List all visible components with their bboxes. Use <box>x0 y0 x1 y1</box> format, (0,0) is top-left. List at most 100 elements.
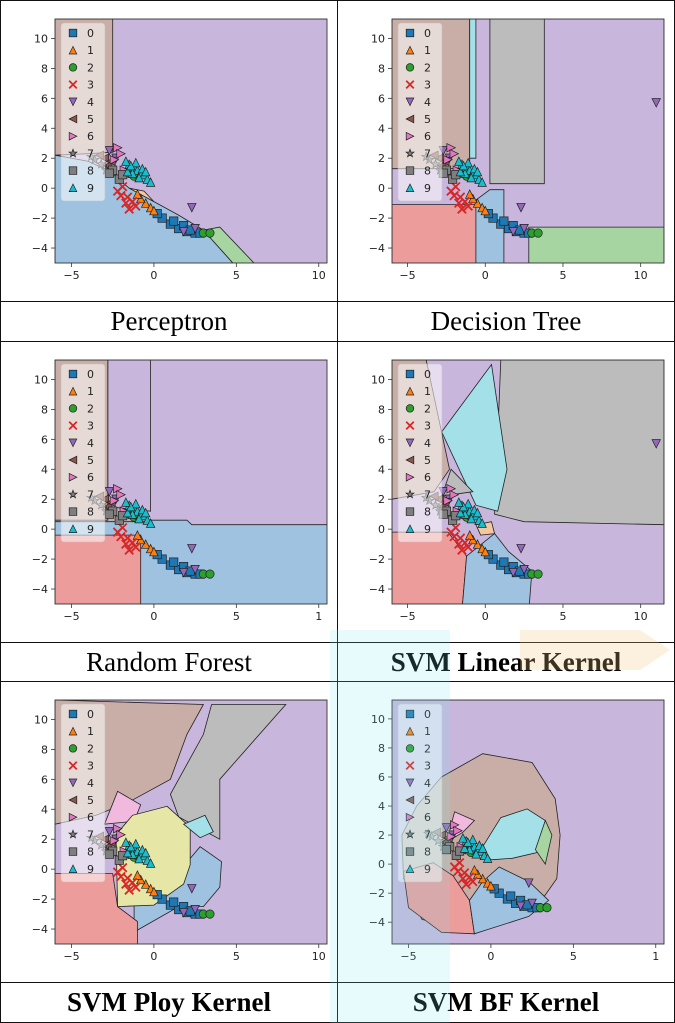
marker-class-4 <box>190 224 200 234</box>
marker-class-8 <box>104 849 114 860</box>
marker-class-6 <box>405 472 415 482</box>
y-tick-label: −4 <box>369 583 385 596</box>
y-tick-label: 8 <box>41 403 48 416</box>
y-tick-label: 6 <box>41 92 48 105</box>
caption-svm-poly: SVM Ploy Kernel <box>0 982 338 1023</box>
y-tick-label: −4 <box>32 583 48 596</box>
marker-class-9 <box>121 837 131 848</box>
legend: 0 1 2 3 4 5 6 7 8 9 <box>60 363 106 542</box>
y-tick-label: 6 <box>41 433 48 446</box>
marker-class-4 <box>190 564 200 575</box>
legend-label-5: 5 <box>87 113 94 126</box>
marker-class-4 <box>190 905 200 915</box>
marker-class-8 <box>405 847 415 857</box>
marker-class-3 <box>461 879 472 890</box>
legend-label-7: 7 <box>87 829 94 842</box>
marker-class-9 <box>405 183 415 192</box>
x-tick-label: 1 <box>315 610 322 623</box>
legend-label-8: 8 <box>87 165 94 178</box>
legend-label-6: 6 <box>87 130 94 143</box>
region-class-2 <box>528 226 664 263</box>
marker-class-3 <box>405 80 415 90</box>
marker-class-4 <box>104 486 115 497</box>
plot-random-forest: −5 0 5 1 −4 −2 0 2 4 6 8 10 0 1 2 3 4 5 6 7 8 9 <box>0 340 338 643</box>
caption-random-forest: Random Forest <box>0 641 338 683</box>
x-tick-label: 0 <box>482 269 489 282</box>
region-class-9 <box>469 19 477 159</box>
y-tick-label: 6 <box>378 433 385 446</box>
legend-label-1: 1 <box>424 385 431 398</box>
legend-label-9: 9 <box>424 522 431 535</box>
legend-box <box>397 704 443 883</box>
marker-class-3 <box>117 522 128 533</box>
marker-class-4 <box>651 438 661 449</box>
marker-class-9 <box>454 496 464 507</box>
legend-label-5: 5 <box>424 113 431 126</box>
caption-svm-linear: SVM Linear Kernel <box>337 641 675 683</box>
marker-class-1 <box>149 205 159 216</box>
legend-label-9: 9 <box>424 863 431 876</box>
legend: 0 1 2 3 4 5 6 7 8 9 <box>397 363 443 542</box>
marker-class-9 <box>463 157 473 168</box>
marker-class-3 <box>459 868 470 878</box>
legend-label-8: 8 <box>87 846 94 859</box>
legend-label-8: 8 <box>424 165 431 178</box>
marker-class-8 <box>68 847 78 857</box>
legend-label-3: 3 <box>87 79 94 92</box>
marker-class-6 <box>116 489 126 500</box>
marker-class-7 <box>68 488 78 499</box>
y-tick-label: 4 <box>41 804 48 817</box>
legend-label-9: 9 <box>87 863 94 876</box>
marker-class-9 <box>140 166 151 177</box>
y-tick-label: 2 <box>41 834 48 847</box>
legend-label-7: 7 <box>424 829 431 842</box>
marker-class-4 <box>187 543 197 554</box>
marker-class-4 <box>68 97 78 107</box>
region-class-1 <box>129 187 155 202</box>
axes-frame <box>391 359 665 605</box>
marker-class-4 <box>178 227 189 237</box>
marker-class-3 <box>130 201 141 211</box>
legend-label-0: 0 <box>424 27 431 40</box>
plot-perceptron: −5 0 5 10 −4 −2 0 2 4 6 8 10 0 1 2 3 4 5 6 7 8 9 <box>0 0 338 303</box>
marker-class-8 <box>441 845 451 855</box>
legend-label-1: 1 <box>87 385 94 398</box>
y-tick-label: 10 <box>34 32 48 45</box>
region-class-9 <box>182 815 214 839</box>
marker-class-7 <box>68 829 78 839</box>
marker-class-9 <box>459 843 470 854</box>
marker-class-6 <box>443 495 453 506</box>
marker-class-9 <box>477 843 488 854</box>
marker-class-0 <box>169 897 179 907</box>
marker-class-9 <box>122 507 133 517</box>
marker-class-4 <box>178 908 189 918</box>
x-tick-label: 10 <box>634 269 648 282</box>
marker-class-4 <box>508 567 519 578</box>
axes-frame <box>54 359 328 605</box>
marker-class-6 <box>68 472 78 482</box>
legend-label-9: 9 <box>87 522 94 535</box>
marker-class-6 <box>443 154 453 165</box>
marker-class-9 <box>455 507 466 517</box>
marker-class-4 <box>515 902 526 912</box>
x-tick-label: 5 <box>570 950 577 963</box>
marker-class-3 <box>463 541 473 552</box>
marker-class-9 <box>134 854 144 864</box>
x-tick-label: 5 <box>233 950 240 963</box>
y-tick-label: 4 <box>378 122 385 135</box>
marker-class-4 <box>405 778 415 788</box>
marker-class-4 <box>519 564 529 575</box>
marker-class-9 <box>122 166 133 177</box>
y-tick-label: 10 <box>371 32 385 45</box>
marker-class-3 <box>130 882 141 893</box>
y-tick-label: 6 <box>41 774 48 787</box>
marker-class-2 <box>405 403 415 413</box>
y-tick-label: 10 <box>34 373 48 386</box>
legend-label-8: 8 <box>424 505 431 518</box>
y-tick-label: 2 <box>41 152 48 165</box>
marker-class-0 <box>68 28 78 38</box>
marker-class-6 <box>116 148 126 159</box>
marker-class-4 <box>524 878 534 889</box>
marker-class-1 <box>149 546 159 556</box>
